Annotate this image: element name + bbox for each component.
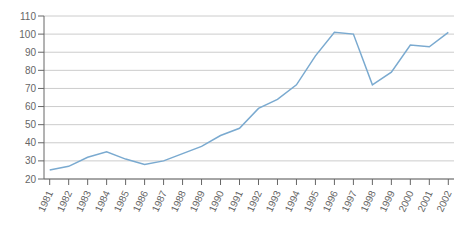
svg-text:1995: 1995 — [302, 188, 322, 213]
svg-text:40: 40 — [25, 137, 37, 148]
svg-text:60: 60 — [25, 101, 37, 112]
svg-text:1994: 1994 — [283, 188, 303, 213]
svg-text:1987: 1987 — [150, 188, 170, 213]
svg-text:90: 90 — [25, 47, 37, 58]
svg-text:100: 100 — [19, 29, 36, 40]
svg-text:1998: 1998 — [358, 188, 378, 213]
svg-text:1982: 1982 — [55, 188, 75, 213]
svg-text:1999: 1999 — [377, 188, 397, 213]
svg-text:1985: 1985 — [112, 188, 132, 213]
svg-text:1988: 1988 — [169, 188, 189, 213]
svg-text:2001: 2001 — [415, 188, 435, 213]
svg-text:1984: 1984 — [93, 188, 113, 213]
svg-text:30: 30 — [25, 155, 37, 166]
svg-text:1997: 1997 — [339, 188, 359, 213]
svg-text:80: 80 — [25, 65, 37, 76]
svg-text:20: 20 — [25, 174, 37, 185]
svg-text:1996: 1996 — [320, 188, 340, 213]
svg-text:110: 110 — [20, 11, 36, 22]
svg-text:2000: 2000 — [396, 188, 416, 213]
svg-text:1992: 1992 — [245, 188, 265, 213]
svg-text:1989: 1989 — [188, 188, 208, 213]
svg-text:50: 50 — [25, 119, 37, 130]
svg-text:2002: 2002 — [434, 188, 454, 213]
svg-text:1983: 1983 — [74, 188, 94, 213]
svg-text:1990: 1990 — [207, 188, 227, 213]
svg-text:1981: 1981 — [36, 188, 56, 213]
svg-text:70: 70 — [25, 83, 37, 94]
svg-text:1986: 1986 — [131, 188, 151, 213]
svg-text:1993: 1993 — [264, 188, 284, 213]
svg-text:1991: 1991 — [226, 188, 246, 213]
